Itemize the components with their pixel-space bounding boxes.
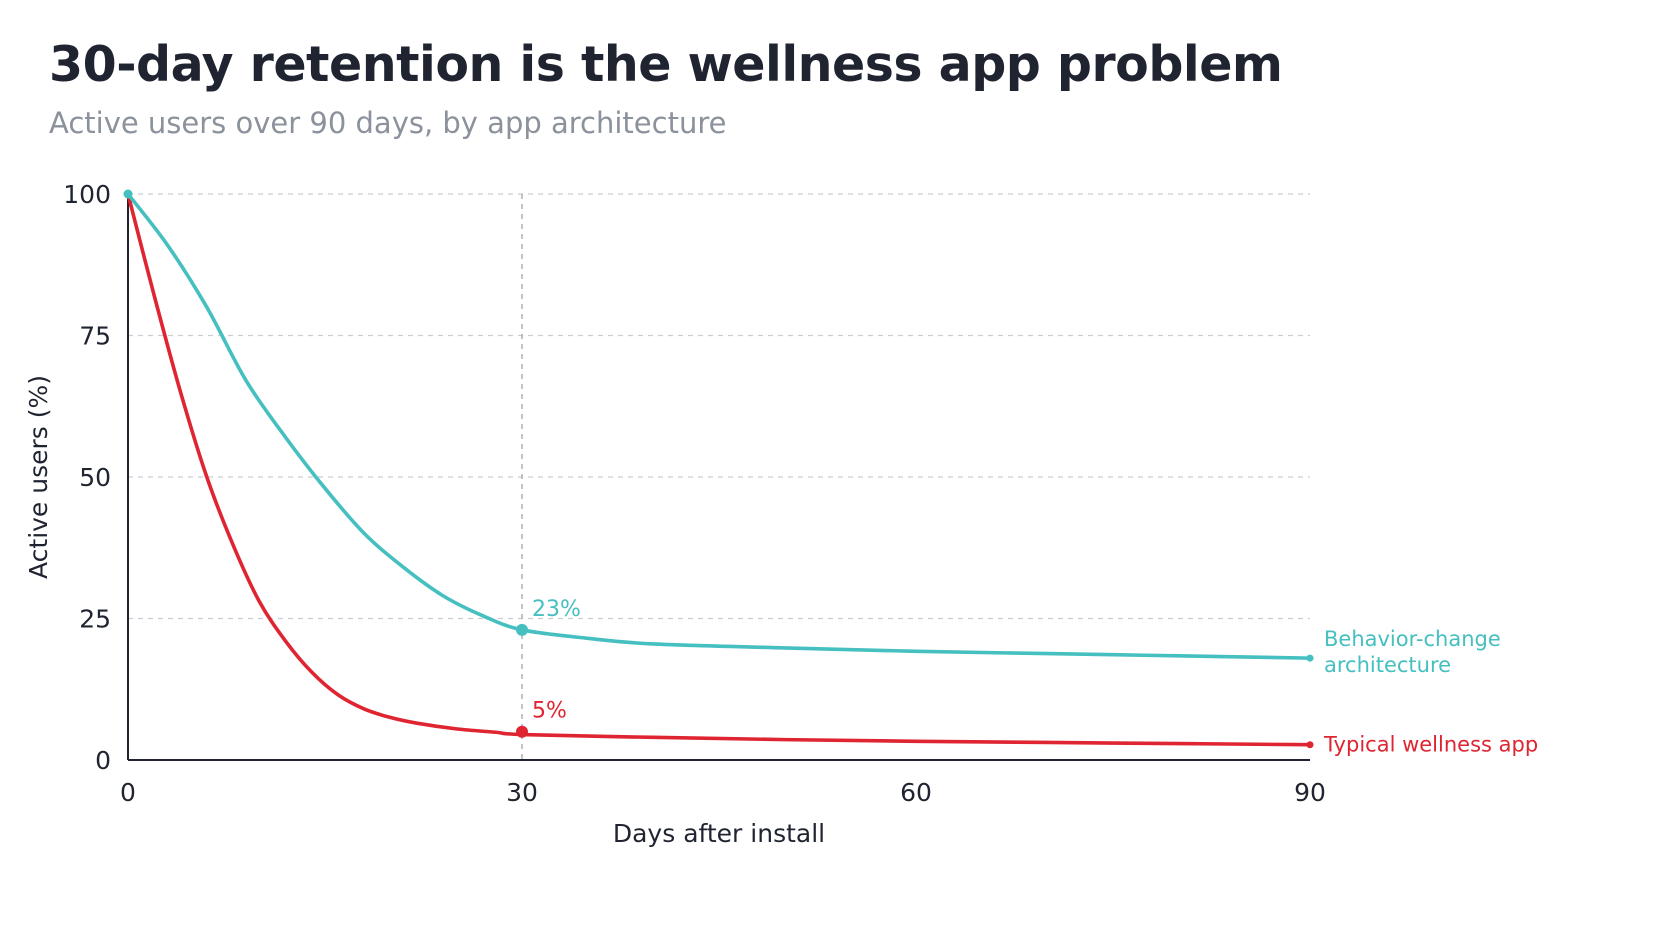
y-tick-label-25: 25 [79,605,111,634]
origin-dot [123,189,133,199]
chart-labels: 0 25 50 75 100 0 30 60 90 Days after install Activ… [24,180,1538,848]
x-tick-label-30: 30 [506,778,538,807]
marked-point-typical-wellness-app [516,725,528,738]
marked-point-behavior-change-architecture [516,623,528,636]
x-tick-label-90: 90 [1294,778,1326,807]
axes [127,194,1310,761]
series-label-line-1: Typical wellness app [1323,733,1538,757]
data-label-behavior-change-architecture: 23% [532,597,581,622]
y-tick-label-50: 50 [79,463,111,492]
chart-title: 30-day retention is the wellness app pro… [49,36,1283,93]
x-axis-title: Days after install [613,819,825,848]
series-label-line-2: architecture [1324,653,1451,677]
x-tick-label-0: 0 [120,778,136,807]
y-tick-label-75: 75 [79,322,111,351]
chart-subtitle: Active users over 90 days, by app archit… [49,106,727,140]
series-line-behavior-change-architecture [126,192,1312,660]
y-tick-label-100: 100 [63,180,111,209]
series-end-dot-behavior-change-architecture [1306,654,1314,662]
series-label-typical-wellness-app: Typical wellness app [1323,733,1538,757]
y-tick-label-0: 0 [95,746,111,775]
gridlines [128,193,1310,760]
x-tick-label-60: 60 [900,778,932,807]
series-end-dot-typical-wellness-app [1306,741,1314,749]
y-axis-title: Active users (%) [24,375,53,579]
series-lines [123,189,1314,749]
series-line-typical-wellness-app [126,192,1312,747]
series-label-behavior-change-architecture: Behavior-change architecture [1324,627,1501,677]
data-label-typical-wellness-app: 5% [532,699,567,724]
series-label-line-1: Behavior-change [1324,627,1501,651]
